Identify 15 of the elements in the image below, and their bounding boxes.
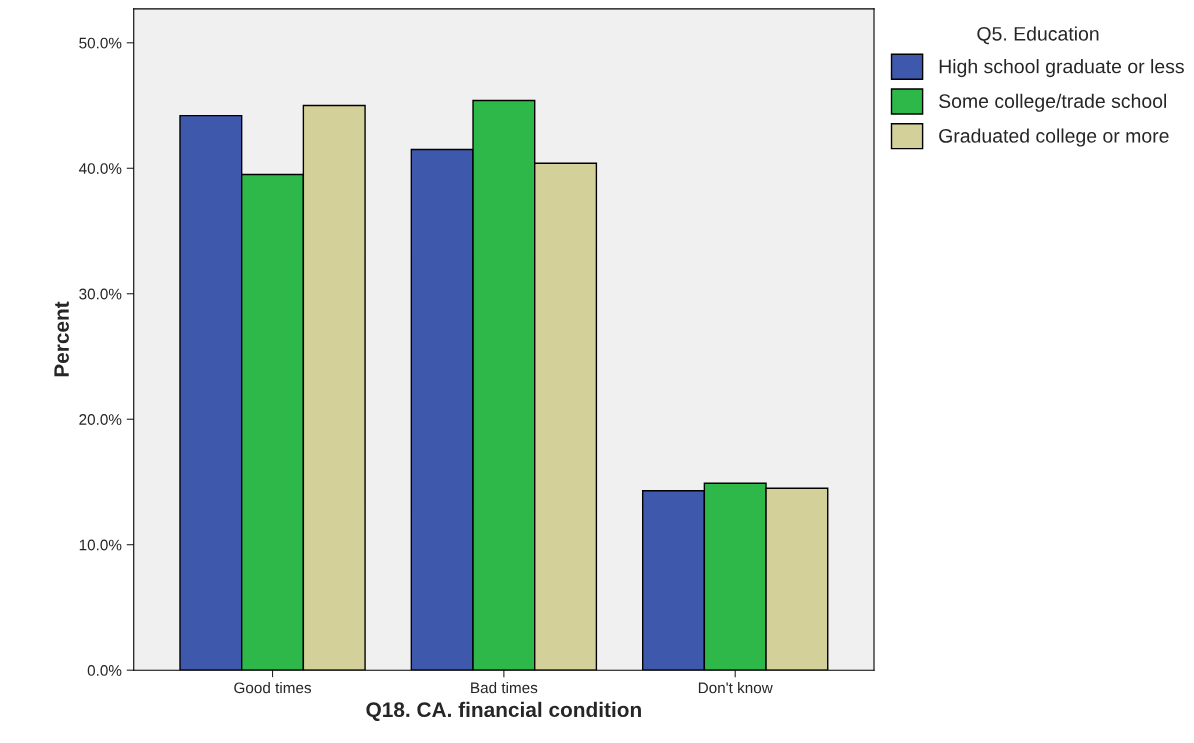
y-tick-label: 0.0% <box>87 665 122 676</box>
legend-label: Some college/trade school <box>939 93 1167 112</box>
x-tick-label: Good times <box>234 681 312 694</box>
legend-label: High school graduate or less <box>939 59 1184 78</box>
y-tick-label: 30.0% <box>79 288 122 300</box>
x-tick-label: Bad times <box>471 681 538 694</box>
y-axis-title: Percent <box>54 301 69 377</box>
y-tick-label: 20.0% <box>79 414 122 425</box>
y-tick-label: 10.0% <box>79 539 122 551</box>
x-axis-title: Q18. CA. financial condition <box>366 701 641 721</box>
y-tick-label: 50.0% <box>79 37 122 49</box>
legend-title: Q5. Education <box>977 26 1099 45</box>
y-tick-label: 40.0% <box>78 163 122 174</box>
legend-label: Graduated college or more <box>939 128 1169 147</box>
x-tick-label: Don't know <box>698 681 773 694</box>
